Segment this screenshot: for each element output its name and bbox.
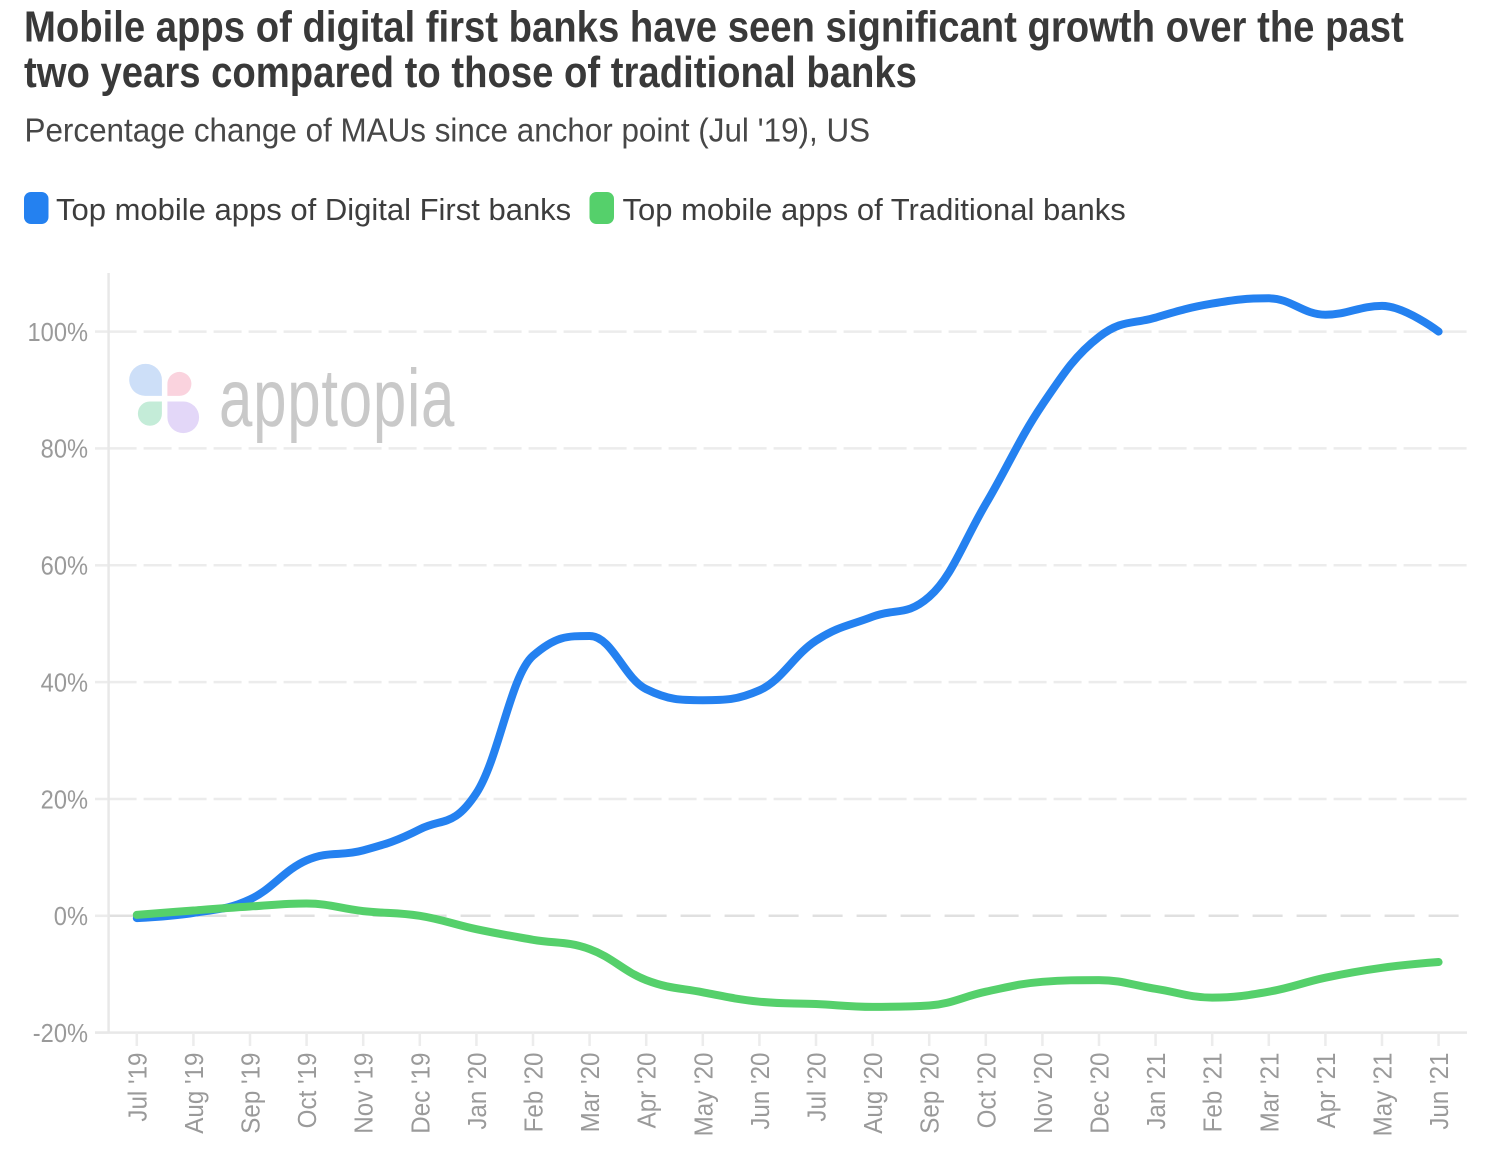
svg-text:Dec '19: Dec '19: [407, 1053, 436, 1134]
svg-text:Mar '20: Mar '20: [576, 1053, 605, 1133]
svg-text:Jun '21: Jun '21: [1425, 1053, 1454, 1130]
svg-text:two years compared to those of: two years compared to those of tradition…: [24, 48, 917, 97]
svg-text:80%: 80%: [41, 436, 88, 464]
svg-text:Top mobile apps of Traditional: Top mobile apps of Traditional banks: [623, 192, 1126, 227]
svg-text:May '21: May '21: [1369, 1053, 1398, 1137]
svg-text:20%: 20%: [41, 786, 88, 814]
svg-text:apptopia: apptopia: [219, 353, 455, 444]
svg-text:Nov '19: Nov '19: [350, 1053, 379, 1134]
svg-text:Jul '20: Jul '20: [803, 1053, 832, 1122]
svg-text:May '20: May '20: [690, 1053, 719, 1137]
svg-text:Feb '21: Feb '21: [1199, 1053, 1228, 1133]
svg-text:100%: 100%: [28, 319, 88, 347]
svg-text:Percentage change of MAUs sinc: Percentage change of MAUs since anchor p…: [25, 112, 871, 149]
svg-text:Jan '21: Jan '21: [1142, 1053, 1171, 1130]
svg-text:Dec '20: Dec '20: [1086, 1053, 1115, 1134]
svg-text:Jul '19: Jul '19: [124, 1053, 153, 1122]
svg-text:Top mobile apps of Digital Fir: Top mobile apps of Digital First banks: [56, 192, 571, 227]
svg-text:Sep '19: Sep '19: [237, 1053, 266, 1134]
svg-text:Oct '19: Oct '19: [293, 1053, 322, 1129]
svg-text:Jun '20: Jun '20: [746, 1053, 775, 1130]
svg-text:Feb '20: Feb '20: [520, 1053, 549, 1133]
svg-text:40%: 40%: [41, 669, 88, 697]
svg-text:60%: 60%: [41, 553, 88, 581]
svg-text:Apr '21: Apr '21: [1312, 1053, 1341, 1129]
svg-text:Aug '20: Aug '20: [859, 1053, 888, 1134]
svg-text:Mar '21: Mar '21: [1256, 1053, 1285, 1133]
svg-text:Oct '20: Oct '20: [973, 1053, 1002, 1129]
svg-text:Nov '20: Nov '20: [1029, 1053, 1058, 1134]
svg-text:Aug '19: Aug '19: [180, 1053, 209, 1134]
svg-text:Jan '20: Jan '20: [463, 1053, 492, 1130]
svg-text:0%: 0%: [54, 903, 88, 931]
svg-text:Sep '20: Sep '20: [916, 1053, 945, 1134]
svg-text:-20%: -20%: [33, 1020, 88, 1048]
svg-text:Mobile apps of digital first b: Mobile apps of digital first banks have …: [24, 2, 1404, 51]
svg-text:Apr '20: Apr '20: [633, 1053, 662, 1129]
